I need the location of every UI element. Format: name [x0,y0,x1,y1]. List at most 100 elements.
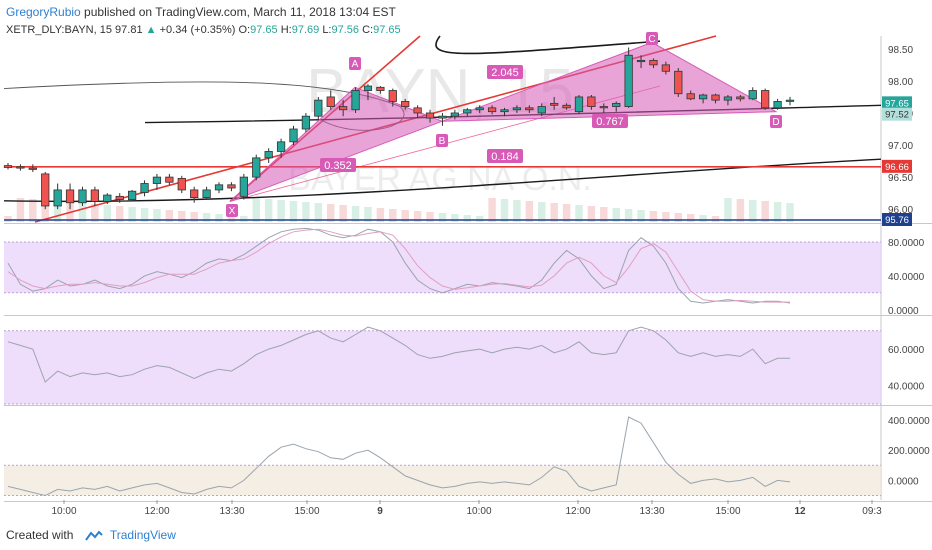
candle [475,105,484,113]
volume-bar [686,214,695,222]
candle [41,171,50,210]
volume-bar [786,203,794,222]
author-link[interactable]: GregoryRubio [6,5,81,19]
candle [53,183,62,210]
candle-body [761,90,770,109]
tradingview-link[interactable]: TradingView [109,528,176,542]
volume-bar [513,200,521,222]
candle [723,95,733,106]
candle [698,93,708,104]
volume-bar [314,203,323,222]
candle [748,87,757,101]
candle-body [326,96,335,107]
candle [165,173,174,185]
indicator-tick-label: 60.0000 [888,345,925,356]
indicator-series-line [7,326,790,383]
candle [78,186,87,206]
candle-body [28,167,37,170]
candle-body [674,70,683,95]
volume-bar [413,211,422,222]
volume-bar [525,201,534,222]
candle-body [525,107,534,111]
candle-body [115,195,124,200]
volume-bar [240,216,248,222]
indicator-tick-label: 0.0000 [888,306,919,317]
candle [376,86,385,94]
candle-body [152,176,162,184]
candle [587,95,596,110]
volume-bar [4,216,12,222]
candle-body [624,54,633,107]
pattern-point-text: X [229,206,236,217]
candle [686,90,695,101]
x-tick-label: 15:00 [715,506,740,517]
candle-body [227,184,236,189]
candle-body [438,115,447,119]
candle [65,183,75,210]
volume-bar [624,209,633,222]
price-axis-badge [882,96,912,110]
volume-bar [264,199,273,222]
volume-bar [289,201,298,222]
candle [28,164,37,172]
candle-body [587,96,596,107]
candle [152,173,162,190]
candle [388,88,397,107]
candle-body [649,59,658,66]
volume-bar [736,199,745,222]
candle [674,68,683,97]
candle-body [388,90,397,102]
price-tick-label: 96.50 [888,173,913,184]
candle [103,193,112,205]
volume-bar [202,213,211,222]
candle-body [450,112,459,117]
ohlc-low-label: L: [322,24,332,36]
volume-bar [451,214,459,222]
indicator-tick-label: 80.0000 [888,238,925,249]
indicator-tick-label: 40.0000 [888,382,925,393]
indicator-series-line [7,416,791,497]
volume-bar [140,208,149,222]
indicator-tick-label: 200.0000 [888,446,930,457]
pattern-point-label: B [436,134,448,147]
candle [351,87,360,113]
ratio-badge [592,114,628,128]
chart-canvas[interactable]: BAYN, 15 BAYER AG NA O.N. XABCD0.3522.04… [0,0,932,522]
x-tick-label: 10:00 [466,506,491,517]
candle-body [301,115,311,130]
candle-body [140,183,149,193]
volume-bar [252,198,260,222]
pattern-point-badge [349,57,361,70]
candle [636,55,646,69]
candle [115,193,124,203]
candle-body [78,189,87,204]
volume-bar [438,213,447,222]
x-tick-label: 13:30 [639,506,664,517]
volume-bar [389,209,397,222]
pattern-point-text: B [439,136,446,147]
candle-body [413,107,422,114]
price-axis-text: 96.66 [885,162,909,173]
candle [661,61,670,75]
candle [612,101,621,112]
ratio-text: 0.184 [491,151,519,163]
ohlc-open-value: 97.65 [250,24,278,36]
candle-body [475,107,484,111]
candle [487,105,497,115]
ratio-text: 2.045 [491,67,519,79]
candle-body [3,165,13,168]
price-axis-label: 96.66 [882,159,912,173]
indicator-tick-label: 0.0000 [888,476,919,487]
candle-body [65,189,75,204]
ratio-label: 0.767 [592,114,628,128]
volume-bar [711,216,720,222]
candle [239,173,248,200]
candle-body [550,102,559,106]
volume-bars [4,198,794,222]
candle [301,112,311,133]
x-tick-label: 12:00 [144,506,169,517]
price-axis-badge [882,213,912,226]
candle [202,186,211,200]
volume-bar [550,203,558,222]
ratio-text: 0.767 [596,116,624,128]
